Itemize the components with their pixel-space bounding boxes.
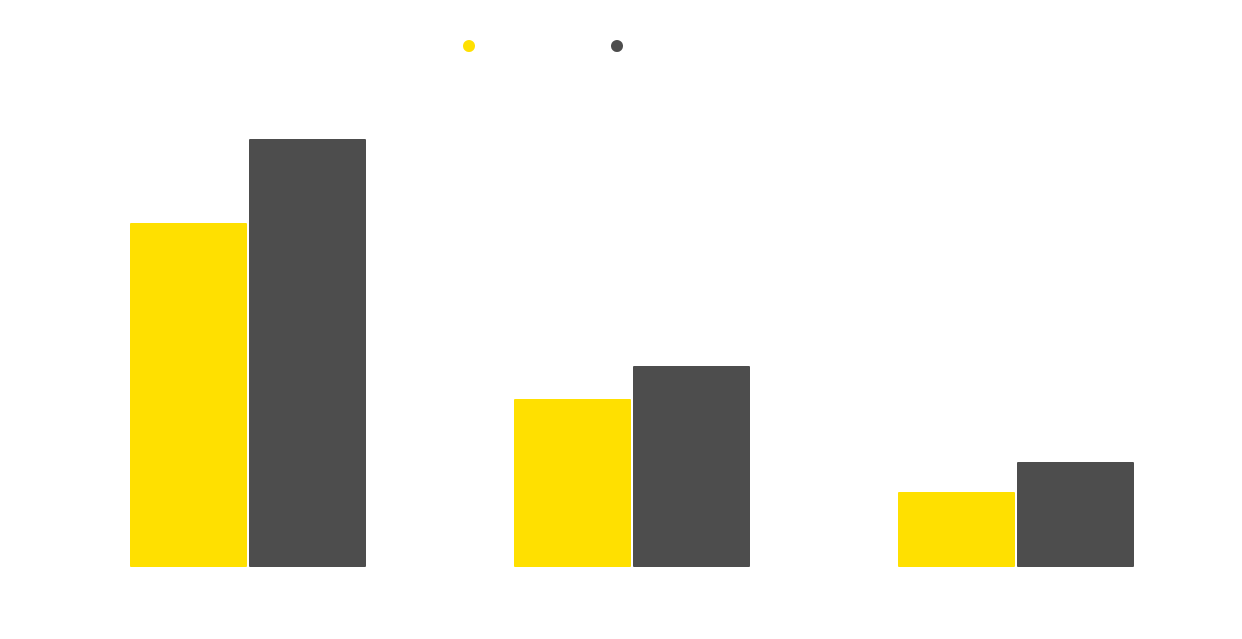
bar: [1017, 462, 1134, 567]
legend-marker: [463, 40, 475, 52]
bar: [249, 139, 366, 567]
bar: [633, 366, 750, 567]
legend-marker: [611, 40, 623, 52]
bar: [514, 399, 631, 567]
bar: [130, 223, 247, 567]
bar: [898, 492, 1015, 567]
